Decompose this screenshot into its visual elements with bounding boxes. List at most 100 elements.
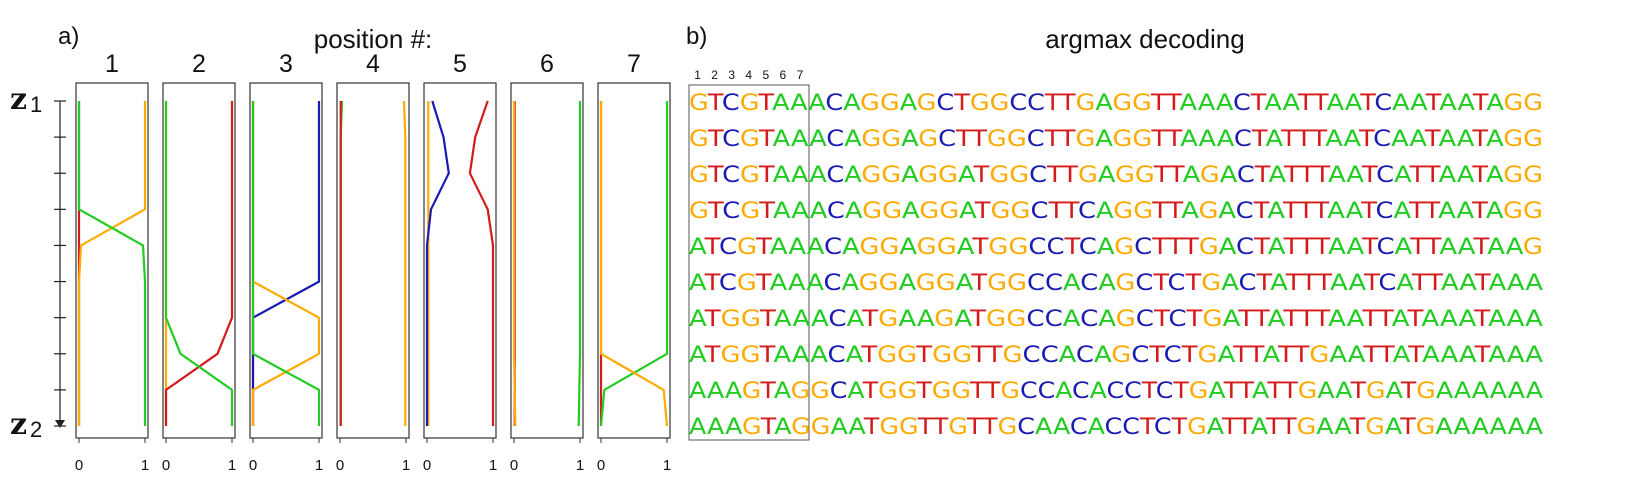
nucleotide: A xyxy=(689,379,707,404)
nucleotide: T xyxy=(1313,163,1330,188)
nucleotide: T xyxy=(1473,343,1491,368)
nucleotide: G xyxy=(987,271,1007,296)
nucleotide: A xyxy=(1525,307,1543,332)
nucleotide: A xyxy=(1270,271,1288,296)
nucleotide: A xyxy=(1458,235,1476,260)
nucleotide: A xyxy=(1394,199,1412,224)
nucleotide: A xyxy=(842,235,860,260)
nucleotide: G xyxy=(721,343,741,368)
nucleotide: A xyxy=(1436,379,1454,404)
nucleotide: T xyxy=(1283,163,1300,188)
nucleotide: T xyxy=(1285,271,1303,296)
nucleotide: G xyxy=(1200,163,1220,188)
nucleotide: T xyxy=(1399,415,1416,440)
nucleotide: C xyxy=(1038,379,1056,404)
nucleotide: G xyxy=(1113,199,1133,224)
nucleotide: T xyxy=(1408,199,1426,224)
nucleotide: G xyxy=(740,163,759,188)
x-tick-label: 0 xyxy=(510,457,518,474)
nucleotide: T xyxy=(1181,343,1199,368)
nucleotide: A xyxy=(1422,343,1440,368)
nucleotide: A xyxy=(774,379,791,404)
nucleotide: A xyxy=(1345,91,1362,116)
nucleotide: A xyxy=(1409,127,1426,152)
nucleotide: C xyxy=(722,127,740,152)
nucleotide: A xyxy=(792,343,810,368)
nucleotide: A xyxy=(1438,199,1456,224)
nucleotide: T xyxy=(1473,307,1491,332)
nucleotide: A xyxy=(689,343,707,368)
nucleotide: T xyxy=(1185,307,1203,332)
nucleotide: G xyxy=(862,199,882,224)
nucleotide: A xyxy=(898,307,917,332)
nucleotide: G xyxy=(970,91,990,116)
nucleotide: A xyxy=(1472,379,1490,404)
nucleotide: A xyxy=(788,235,806,260)
nucleotide: T xyxy=(758,127,775,152)
nucleotide: C xyxy=(1070,415,1088,440)
nucleotide: A xyxy=(1216,91,1233,116)
z2-subscript: 2 xyxy=(30,417,42,442)
nucleotide: G xyxy=(1523,91,1543,116)
nucleotide: C xyxy=(1079,235,1097,260)
nucleotide: T xyxy=(1141,379,1158,404)
nucleotide: A xyxy=(1096,199,1114,224)
nucleotide: A xyxy=(1490,415,1508,440)
nucleotide: A xyxy=(773,127,791,152)
nucleotide: G xyxy=(1113,127,1133,152)
nucleotide: A xyxy=(1094,343,1112,368)
nucleotide: T xyxy=(1168,163,1185,188)
panel-frame xyxy=(597,82,671,439)
nucleotide: T xyxy=(1153,163,1170,188)
panel-frame xyxy=(249,82,323,439)
nucleotide: A xyxy=(1095,91,1112,116)
nucleotide: C xyxy=(1029,163,1047,188)
nucleotide: A xyxy=(1486,163,1503,188)
nucleotide: A xyxy=(1395,235,1413,260)
nucleotide: T xyxy=(955,127,972,152)
nucleotide: T xyxy=(985,343,1003,368)
nucleotide: A xyxy=(725,379,742,404)
nucleotide: A xyxy=(1218,199,1236,224)
nucleotide: T xyxy=(1253,307,1271,332)
nucleotide: T xyxy=(860,343,878,368)
series-line-A xyxy=(164,101,234,426)
nucleotide: A xyxy=(1035,415,1053,440)
panel-position-3: 3 0 1 xyxy=(249,50,323,474)
nucleotide: A xyxy=(844,163,861,188)
nucleotide: G xyxy=(882,199,902,224)
nucleotide: G xyxy=(952,343,971,368)
nucleotide: A xyxy=(899,235,917,260)
nucleotide: G xyxy=(1523,163,1543,188)
nucleotide: T xyxy=(1282,199,1300,224)
nucleotide: C xyxy=(1017,415,1035,440)
nucleotide: C xyxy=(1080,307,1098,332)
box-position-number: 2 xyxy=(711,68,718,82)
nucleotide: A xyxy=(725,415,742,440)
nucleotide: T xyxy=(1349,415,1366,440)
nucleotide: G xyxy=(988,235,1008,260)
nucleotide: C xyxy=(1236,199,1254,224)
nucleotide: A xyxy=(1252,379,1269,404)
nucleotide: C xyxy=(1023,343,1041,368)
nucleotide: T xyxy=(1252,199,1270,224)
nucleotide: A xyxy=(1343,127,1360,152)
nucleotide: G xyxy=(1189,379,1209,404)
panel-position-6: 6 0 1 xyxy=(510,50,584,474)
nucleotide: T xyxy=(1063,235,1081,260)
nucleotide: T xyxy=(1251,127,1268,152)
nucleotide: A xyxy=(843,91,860,116)
nucleotide: A xyxy=(1063,271,1081,296)
nucleotide: T xyxy=(1295,127,1312,152)
nucleotide: G xyxy=(898,379,917,404)
nucleotide: T xyxy=(1222,379,1239,404)
nucleotide: A xyxy=(807,235,825,260)
nucleotide: A xyxy=(1317,379,1335,404)
nucleotide: G xyxy=(932,379,952,404)
nucleotide: T xyxy=(707,127,724,152)
nucleotide: G xyxy=(881,127,901,152)
nucleotide: G xyxy=(1503,199,1523,224)
nucleotide: C xyxy=(1154,415,1172,440)
